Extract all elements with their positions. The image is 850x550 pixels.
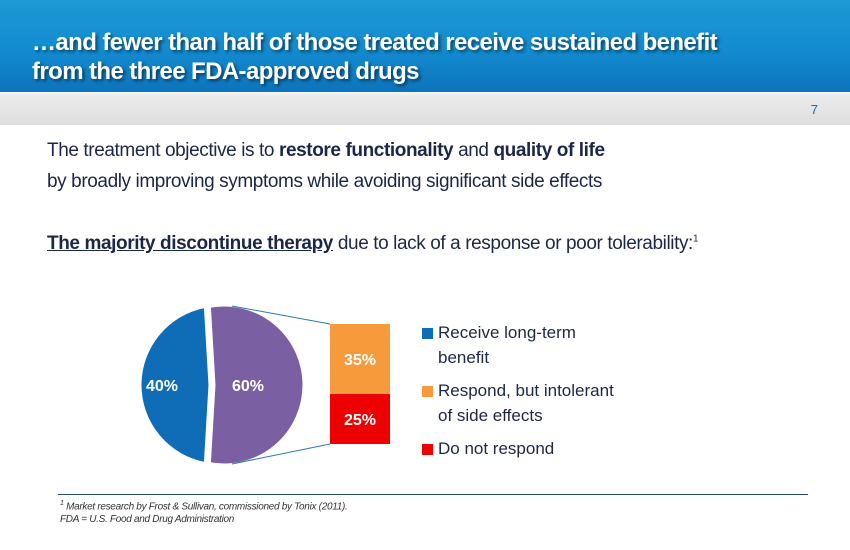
objective-line-1: The treatment objective is to restore fu… [47,140,605,161]
objective-line-2: by broadly improving symptoms while avoi… [47,171,602,192]
footnote-1: 1 Market research by Frost & Sullivan, c… [60,500,348,513]
page-number: 7 [810,102,818,117]
subheader-band [0,92,850,125]
title-bar: …and fewer than half of those treated re… [0,0,850,92]
legend-swatch [422,444,433,455]
legend-swatch [422,386,433,397]
bar-label-1: 25% [344,412,376,429]
connector-line-top [231,305,331,325]
footnote-divider [58,494,808,495]
pie-slice-long-term [138,304,212,466]
pie-slice-non-responders [207,303,306,467]
bar-segment-1 [330,394,390,444]
legend-swatch [422,328,433,339]
bar-segment-0 [330,324,390,394]
footnote-2: FDA = U.S. Food and Drug Administration [60,514,235,525]
pie-label-60: 60% [232,378,264,395]
pie-label-40: 40% [146,378,178,395]
discontinue-line: The majority discontinue therapy due to … [47,233,699,254]
connector-line-bottom [231,443,331,465]
bar-label-0: 35% [344,352,376,369]
slide-title: …and fewer than half of those treated re… [32,29,718,85]
